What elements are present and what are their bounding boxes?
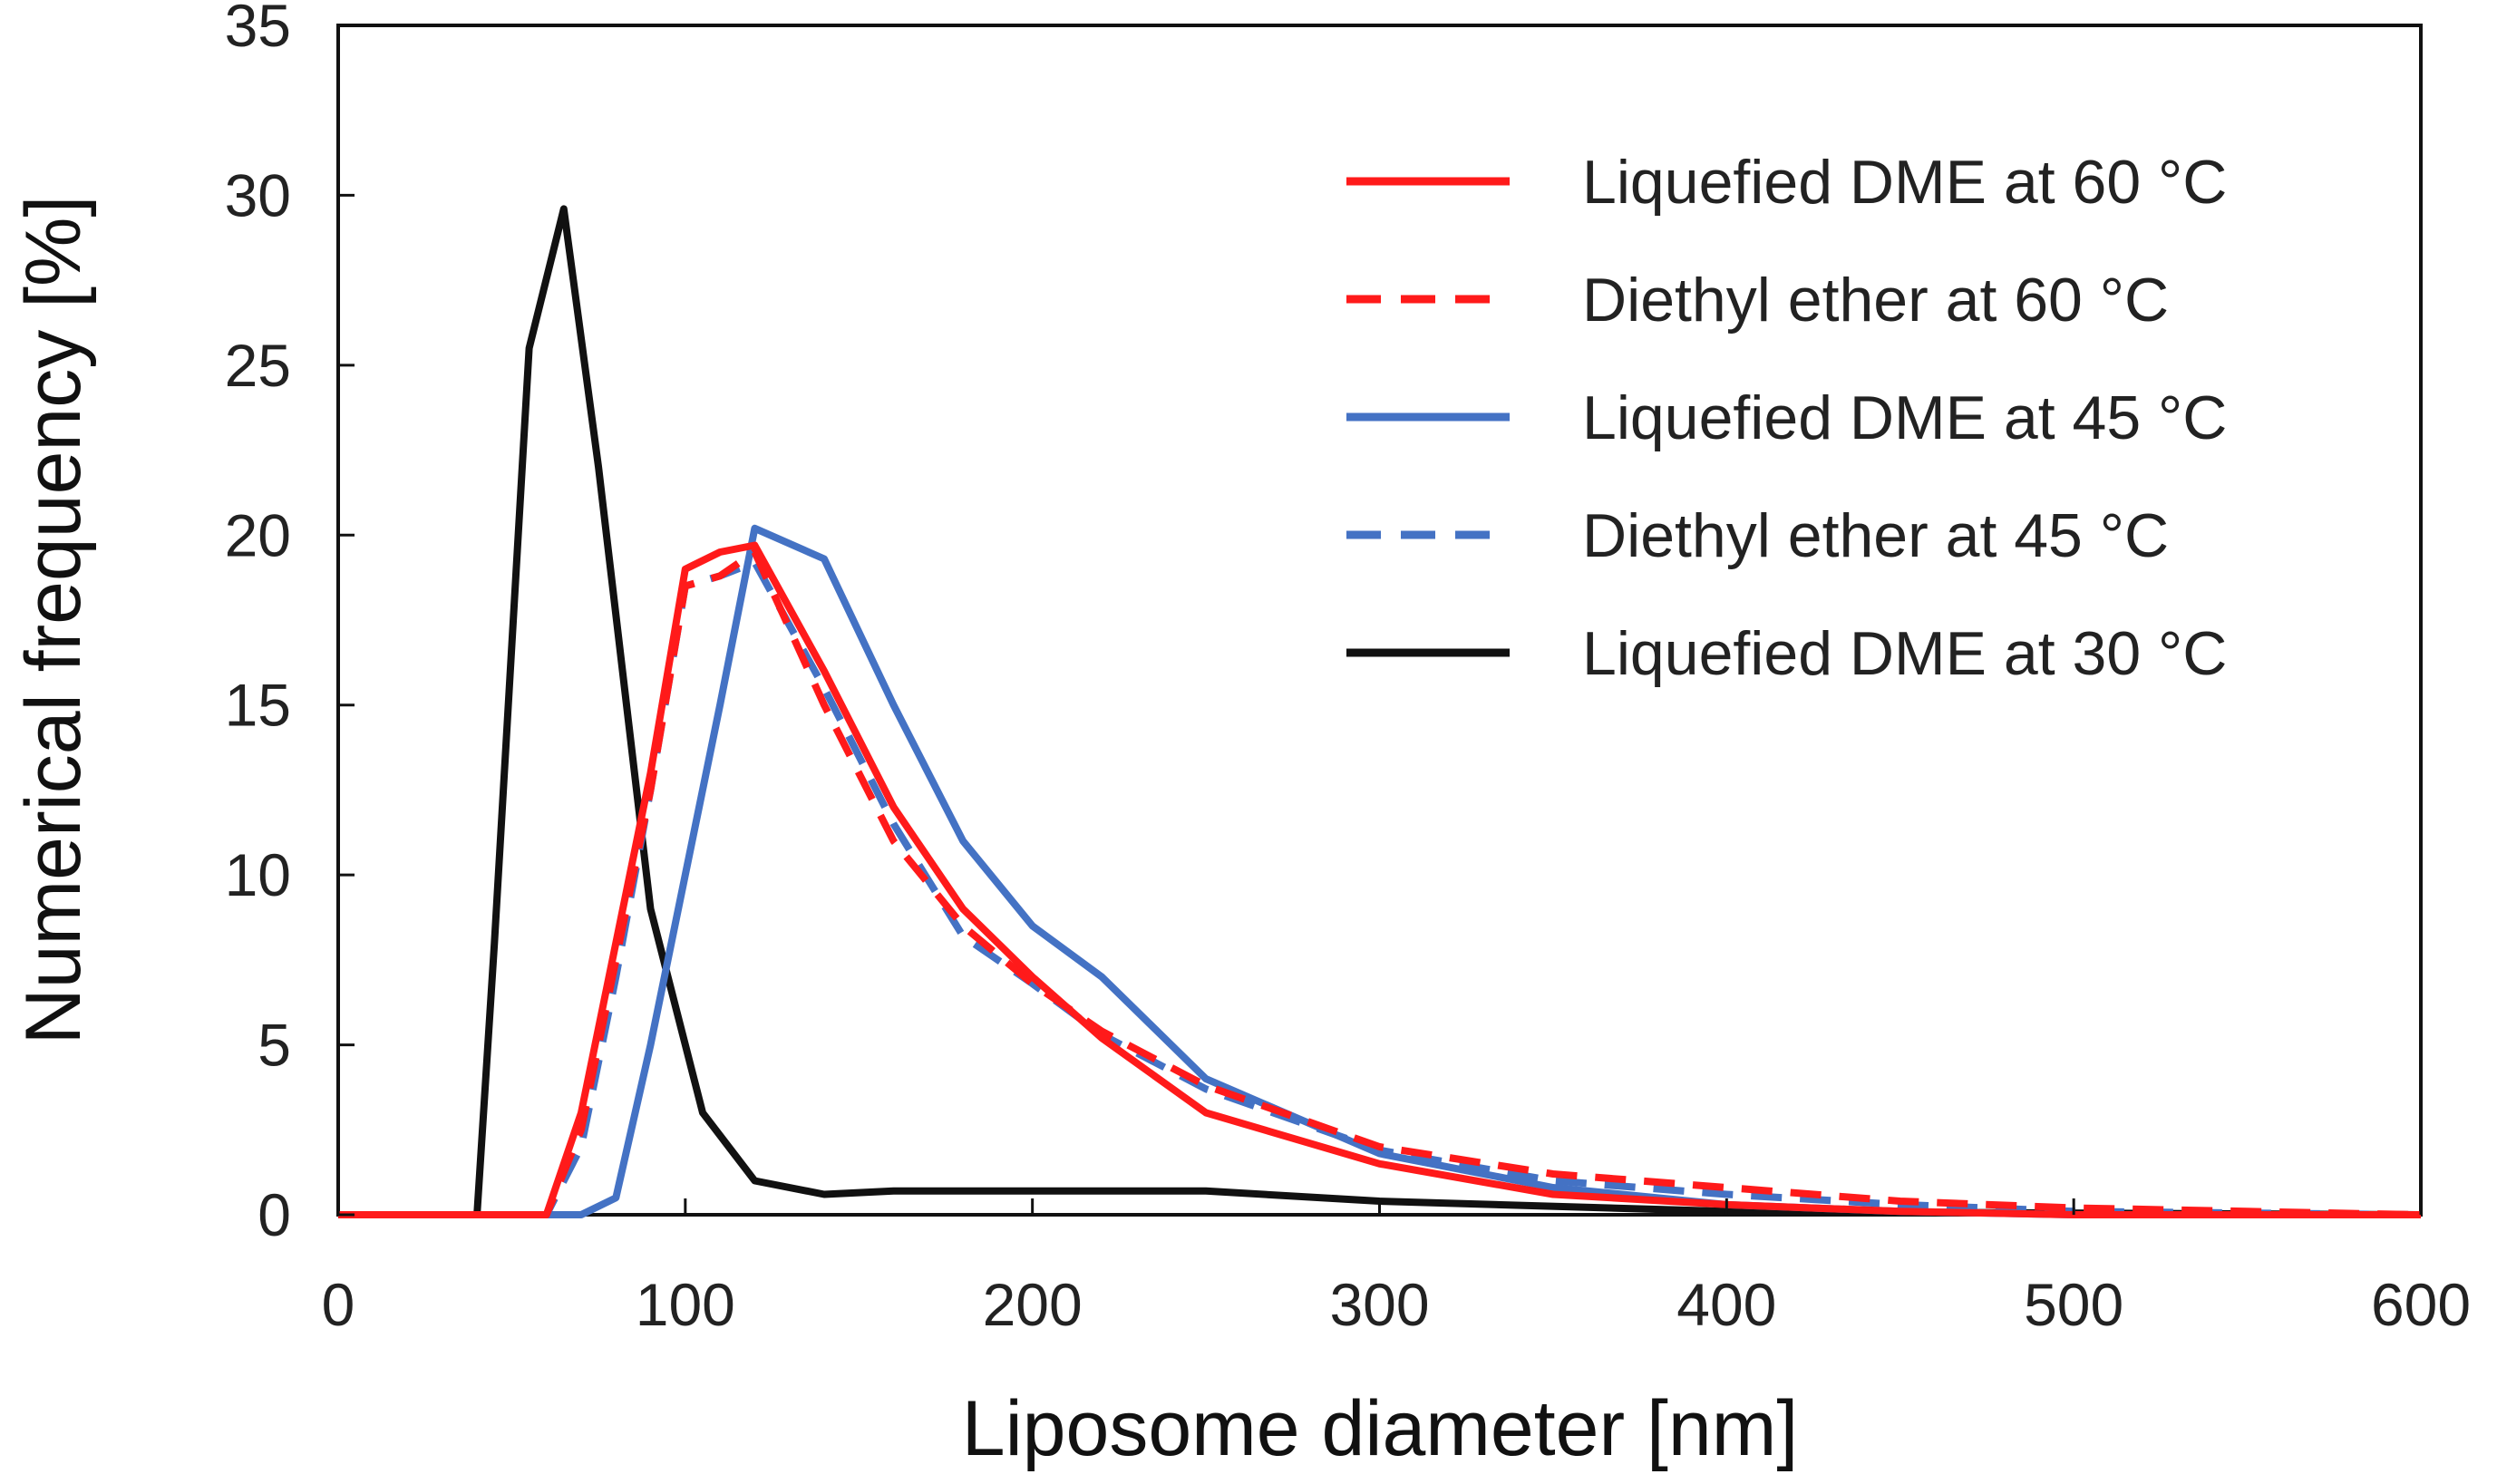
series-line-2	[338, 548, 2422, 1218]
series-line-5	[338, 205, 2422, 1218]
x-tick-label: 300	[1329, 1271, 1429, 1338]
x-tick-label: 0	[322, 1271, 355, 1338]
x-tick-label: 600	[2371, 1271, 2471, 1338]
series-line-1	[338, 541, 2421, 1218]
y-axis-title: Numerical frequency [%]	[10, 196, 97, 1045]
series-layer	[338, 205, 2422, 1218]
y-tick-label: 25	[225, 332, 291, 399]
y-tick-label: 5	[257, 1012, 291, 1079]
series-line-4	[338, 558, 2422, 1218]
y-tick-labels: 0 5 10 15 20 25 30 35	[225, 0, 355, 1248]
x-tick-label: 100	[636, 1271, 735, 1338]
y-tick-label: 20	[225, 501, 291, 568]
x-axis-title: Liposome diameter [nm]	[962, 1385, 1799, 1472]
y-tick-label: 35	[225, 0, 291, 59]
legend-label-3: Liquefied DME at 45 °C	[1582, 383, 2227, 452]
legend-label-5: Liquefied DME at 30 °C	[1582, 619, 2227, 688]
legend-label-1: Liquefied DME at 60 °C	[1582, 148, 2227, 217]
x-tick-label: 400	[1676, 1271, 1776, 1338]
y-tick-label: 30	[225, 161, 291, 228]
legend-label-4: Diethyl ether at 45 °C	[1582, 501, 2169, 570]
legend-label-2: Diethyl ether at 60 °C	[1582, 266, 2169, 335]
legend: Liquefied DME at 60 °C Diethyl ether at 6…	[1346, 148, 2227, 688]
y-tick-label: 10	[225, 841, 291, 908]
x-tick-labels: 0 100 200 300 400 500 600	[322, 1198, 2471, 1338]
x-tick-label: 200	[983, 1271, 1083, 1338]
y-tick-label: 15	[225, 672, 291, 739]
y-tick-label: 0	[257, 1181, 291, 1248]
x-tick-label: 500	[2024, 1271, 2123, 1338]
